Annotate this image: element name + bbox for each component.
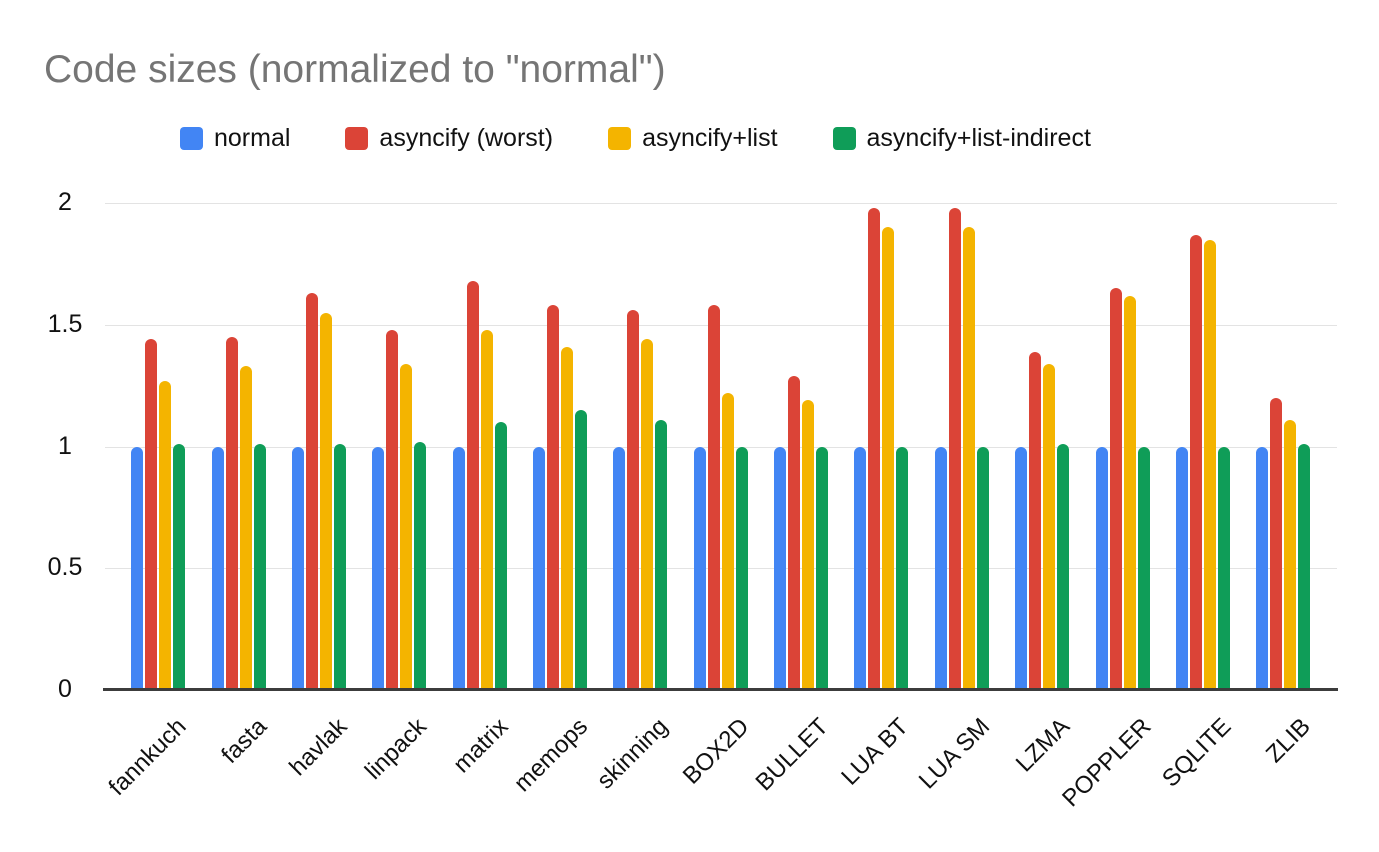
legend-label-asyncify-worst: asyncify (worst) — [379, 123, 554, 152]
gridline-y-1.5 — [105, 325, 1337, 326]
bar-asyncify-list-indirect-lua-sm — [977, 447, 989, 691]
x-axis-label-zlib: ZLIB — [1261, 713, 1317, 768]
x-axis-label-bullet: BULLET — [750, 713, 835, 797]
x-axis-label-lzma: LZMA — [1010, 713, 1076, 778]
bar-asyncify-worst-bullet — [788, 376, 800, 690]
legend-swatch-asyncify-list-indirect-icon — [832, 126, 856, 150]
x-axis-label-linpack: linpack — [360, 713, 433, 785]
bar-asyncify-list-indirect-matrix — [495, 422, 507, 690]
bar-normal-zlib — [1256, 447, 1268, 691]
bar-asyncify-worst-lua-bt — [868, 208, 880, 690]
legend-item-asyncify-list: asyncify+list — [608, 123, 778, 153]
bar-normal-lua-sm — [935, 447, 947, 691]
bar-asyncify-list-indirect-zlib — [1298, 444, 1310, 690]
bar-asyncify-list-indirect-sqlite — [1218, 447, 1230, 691]
legend-swatch-normal-icon — [180, 126, 203, 150]
bar-asyncify-list-matrix — [481, 330, 493, 690]
bar-asyncify-list-indirect-fasta — [254, 444, 266, 690]
bar-asyncify-worst-poppler — [1110, 288, 1122, 690]
gridline-y-0.5 — [105, 568, 1337, 569]
x-axis-line — [103, 688, 1338, 691]
bar-asyncify-list-lzma — [1043, 364, 1055, 690]
bar-normal-lua-bt — [854, 447, 866, 691]
bar-normal-fasta — [212, 447, 224, 691]
chart-title: Code sizes (normalized to "normal") — [44, 48, 666, 91]
y-axis-tick-label-1: 1 — [58, 432, 72, 460]
x-axis-label-sqlite: SQLITE — [1156, 713, 1237, 793]
bar-asyncify-worst-box2d — [708, 305, 720, 690]
bar-asyncify-worst-lzma — [1029, 352, 1041, 690]
bar-asyncify-worst-lua-sm — [949, 208, 961, 690]
legend-swatch-asyncify-worst-icon — [345, 126, 369, 150]
legend-swatch-asyncify-list-icon — [608, 126, 632, 150]
x-axis-label-matrix: matrix — [447, 713, 514, 779]
bar-asyncify-list-memops — [561, 347, 573, 690]
bar-normal-memops — [533, 447, 545, 691]
gridline-y-1 — [105, 447, 1337, 448]
x-axis-label-fasta: fasta — [216, 713, 273, 769]
bar-normal-skinning — [613, 447, 625, 691]
bar-asyncify-list-zlib — [1284, 420, 1296, 690]
bar-asyncify-worst-zlib — [1270, 398, 1282, 690]
bar-asyncify-list-indirect-havlak — [334, 444, 346, 690]
bar-asyncify-list-indirect-lzma — [1057, 444, 1069, 690]
bar-asyncify-list-poppler — [1124, 296, 1136, 690]
bar-asyncify-list-fannkuch — [159, 381, 171, 690]
bar-asyncify-list-bullet — [802, 400, 814, 690]
bar-asyncify-list-fasta — [240, 366, 252, 690]
bar-asyncify-list-indirect-poppler — [1138, 447, 1150, 691]
bar-asyncify-worst-matrix — [467, 281, 479, 690]
bar-asyncify-list-sqlite — [1204, 240, 1216, 690]
bar-asyncify-list-indirect-bullet — [816, 447, 828, 691]
x-axis-label-lua-sm: LUA SM — [913, 713, 996, 795]
bar-normal-box2d — [694, 447, 706, 691]
bar-asyncify-worst-linpack — [386, 330, 398, 690]
bar-asyncify-list-skinning — [641, 339, 653, 690]
chart-legend: normal asyncify (worst) asyncify+list async… — [180, 124, 1091, 152]
legend-label-asyncify-list: asyncify+list — [642, 123, 778, 152]
y-axis-tick-label-0: 0 — [58, 675, 72, 703]
bar-asyncify-list-lua-bt — [882, 227, 894, 690]
legend-item-normal: normal — [180, 124, 290, 153]
bar-asyncify-list-indirect-skinning — [655, 420, 667, 690]
bar-normal-matrix — [453, 447, 465, 691]
bar-asyncify-list-linpack — [400, 364, 412, 690]
x-axis-label-memops: memops — [508, 713, 594, 798]
bar-asyncify-list-indirect-box2d — [736, 447, 748, 691]
bar-asyncify-list-indirect-linpack — [414, 442, 426, 690]
legend-label-asyncify-list-indirect: asyncify+list-indirect — [866, 123, 1091, 152]
bar-normal-poppler — [1096, 447, 1108, 691]
bar-normal-bullet — [774, 447, 786, 691]
legend-item-asyncify-list-indirect: asyncify+list-indirect — [832, 123, 1091, 153]
bar-asyncify-worst-sqlite — [1190, 235, 1202, 690]
bar-asyncify-list-havlak — [320, 313, 332, 690]
bar-asyncify-list-lua-sm — [963, 227, 975, 690]
bar-normal-lzma — [1015, 447, 1027, 691]
bar-asyncify-worst-skinning — [627, 310, 639, 690]
bar-normal-fannkuch — [131, 447, 143, 691]
x-axis-label-lua-bt: LUA BT — [836, 713, 915, 791]
legend-item-asyncify-worst: asyncify (worst) — [345, 124, 553, 153]
y-axis-tick-label-0.5: 0.5 — [47, 553, 83, 581]
bar-asyncify-list-indirect-memops — [575, 410, 587, 690]
bar-normal-sqlite — [1176, 447, 1188, 691]
bar-asyncify-list-indirect-lua-bt — [896, 447, 908, 691]
bar-asyncify-worst-fannkuch — [145, 339, 157, 690]
bar-normal-linpack — [372, 447, 384, 691]
x-axis-label-skinning: skinning — [591, 713, 674, 795]
bar-asyncify-list-box2d — [722, 393, 734, 690]
x-axis-label-havlak: havlak — [283, 713, 353, 782]
x-axis-label-fannkuch: fannkuch — [103, 713, 192, 801]
bar-normal-havlak — [292, 447, 304, 691]
x-axis-label-box2d: BOX2D — [677, 713, 755, 790]
y-axis-tick-label-1.5: 1.5 — [47, 310, 83, 338]
gridline-y-2 — [105, 203, 1337, 204]
bar-asyncify-worst-havlak — [306, 293, 318, 690]
bar-asyncify-worst-memops — [547, 305, 559, 690]
bar-asyncify-worst-fasta — [226, 337, 238, 690]
y-axis-tick-label-2: 2 — [58, 188, 72, 216]
bar-asyncify-list-indirect-fannkuch — [173, 444, 185, 690]
legend-label-normal: normal — [214, 123, 291, 152]
